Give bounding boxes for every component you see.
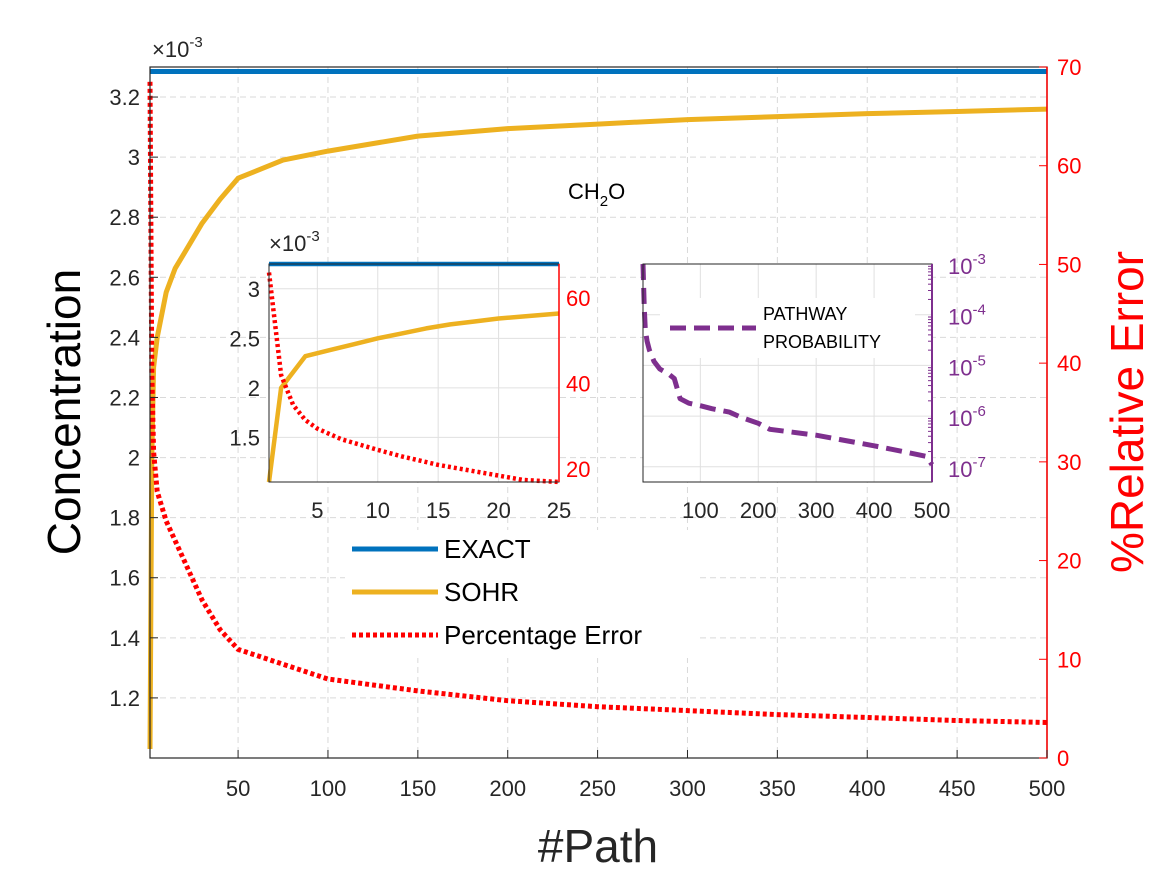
inset-left-background bbox=[269, 264, 559, 482]
legend-label-percentage-error: Percentage Error bbox=[444, 620, 642, 650]
main-y-right-tick-label: 30 bbox=[1057, 450, 1081, 475]
main-x-tick-label: 50 bbox=[226, 776, 250, 801]
main-y-right-tick-label: 10 bbox=[1057, 647, 1081, 672]
inset-left-y-tick-label: 3 bbox=[248, 277, 260, 302]
main-x-tick-label: 400 bbox=[849, 776, 886, 801]
legend-item-exact: EXACT bbox=[352, 534, 531, 564]
main-y-tick-label: 2.6 bbox=[109, 265, 140, 290]
main-x-tick-label: 450 bbox=[939, 776, 976, 801]
inset-right-x-tick-label: 200 bbox=[740, 498, 777, 523]
species-annotation: CH2O bbox=[568, 179, 625, 210]
legend-label-sohr: SOHR bbox=[444, 577, 519, 607]
inset-left-x-tick-label: 5 bbox=[311, 498, 323, 523]
inset-right-series-line-0 bbox=[640, 263, 935, 467]
main-tick-labels: 50 100 150 200 250 300 350 400 450 5001.21.41.61.… bbox=[109, 55, 1081, 801]
inset-left-y-right-tick-label: 60 bbox=[566, 286, 590, 311]
inset-right-x-tick-label: 100 bbox=[682, 498, 719, 523]
inset-left-x-tick-label: 20 bbox=[486, 498, 510, 523]
inset-left-x-tick-label: 10 bbox=[366, 498, 390, 523]
main-series-line-2 bbox=[147, 81, 1048, 725]
main-y-tick-label: 3 bbox=[128, 145, 140, 170]
inset-right-y-tick-label: 10-5 bbox=[948, 352, 986, 380]
main-exponent-label: ×10-3 bbox=[152, 34, 203, 62]
main-y-right-tick-label: 40 bbox=[1057, 351, 1081, 376]
main-x-tick-label: 250 bbox=[579, 776, 616, 801]
main-y-tick-label: 1.8 bbox=[109, 506, 140, 531]
inset-right-x-tick-label: 500 bbox=[914, 498, 951, 523]
inset-left-tick-labels: 5 10 15 20 25 1.5 2 2.5 3 20 40 60 bbox=[229, 277, 590, 523]
main-series-line-1 bbox=[147, 106, 1048, 750]
inset-right-legend-label-1: PATHWAY bbox=[763, 304, 847, 324]
main-y-right-tick-label: 50 bbox=[1057, 252, 1081, 277]
inset-right-y-tick-label: 10-7 bbox=[948, 454, 986, 482]
main-y-tick-label: 1.4 bbox=[109, 626, 140, 651]
main-x-tick-label: 150 bbox=[399, 776, 436, 801]
inset-right-series bbox=[640, 263, 935, 467]
main-y-tick-label: 1.2 bbox=[109, 686, 140, 711]
inset-left-exponent-label: ×10-3 bbox=[269, 228, 320, 256]
inset-left-y-right-tick-label: 40 bbox=[566, 372, 590, 397]
main-y-right-tick-label: 0 bbox=[1057, 746, 1069, 771]
main-y-tick-label: 1.6 bbox=[109, 566, 140, 591]
main-x-tick-label: 350 bbox=[759, 776, 796, 801]
inset-left-x-tick-label: 15 bbox=[426, 498, 450, 523]
inset-right-y-tick-label: 10-4 bbox=[948, 302, 986, 330]
main-y-tick-label: 3.2 bbox=[109, 85, 140, 110]
inset-right-x-tick-label: 300 bbox=[798, 498, 835, 523]
inset-right-tick-labels: 100 200 300 400 500 10-3 10-4 10-5 10-6 10-7 bbox=[682, 251, 986, 523]
inset-right-y-tick-label: 10-3 bbox=[948, 251, 986, 279]
y-axis-label-right: %Relative Error bbox=[1101, 251, 1153, 573]
inset-left-y-tick-label: 2 bbox=[248, 376, 260, 401]
main-y-right-tick-label: 20 bbox=[1057, 549, 1081, 574]
y-axis-label: Concentration bbox=[38, 269, 90, 555]
main-y-right-tick-label: 70 bbox=[1057, 55, 1081, 80]
legend-item-sohr: SOHR bbox=[352, 577, 519, 607]
main-y-tick-label: 2 bbox=[128, 446, 140, 471]
main-x-tick-label: 300 bbox=[669, 776, 706, 801]
inset-right-axes bbox=[642, 263, 933, 483]
inset-left-x-tick-label: 25 bbox=[547, 498, 571, 523]
main-axes bbox=[149, 66, 1048, 759]
legend-item-percentage-error: Percentage Error bbox=[352, 620, 642, 650]
inset-left-y-tick-label: 2.5 bbox=[229, 326, 260, 351]
inset-right-x-tick-label: 400 bbox=[856, 498, 893, 523]
main-y-tick-label: 2.4 bbox=[109, 325, 140, 350]
main-x-tick-label: 200 bbox=[489, 776, 526, 801]
inset-left-y-right-tick-label: 20 bbox=[566, 457, 590, 482]
inset-left-y-tick-label: 1.5 bbox=[229, 425, 260, 450]
legend-label-exact: EXACT bbox=[444, 534, 531, 564]
main-y-right-tick-label: 60 bbox=[1057, 154, 1081, 179]
main-y-tick-label: 2.2 bbox=[109, 385, 140, 410]
main-y-tick-label: 2.8 bbox=[109, 205, 140, 230]
inset-right-y-tick-label: 10-6 bbox=[948, 403, 986, 431]
inset-left-series-line-1 bbox=[266, 311, 560, 483]
main-x-tick-label: 100 bbox=[310, 776, 347, 801]
main-series bbox=[147, 69, 1048, 750]
x-axis-label: #Path bbox=[538, 820, 658, 872]
inset-right-legend-label-2: PROBABILITY bbox=[763, 332, 881, 352]
inset-left-axes bbox=[268, 263, 560, 483]
main-x-tick-label: 500 bbox=[1029, 776, 1066, 801]
